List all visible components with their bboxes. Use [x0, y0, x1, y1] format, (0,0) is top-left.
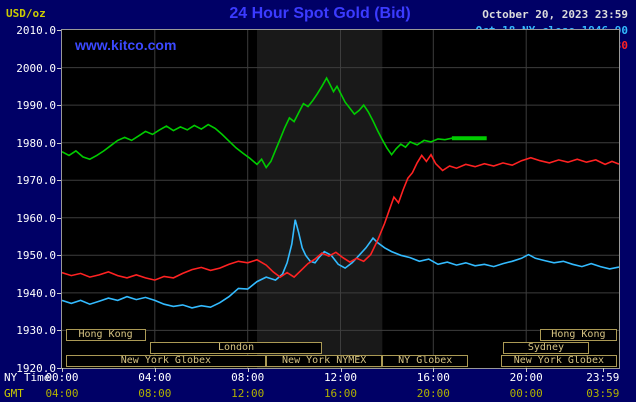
x-tick-mark	[62, 368, 63, 372]
y-tick-label: 1960.0	[16, 211, 56, 225]
series-oct18-line	[62, 219, 619, 309]
y-tick-label: 1930.0	[16, 324, 56, 338]
y-tick-mark	[57, 330, 61, 332]
session-box-hong-kong: Hong Kong	[65, 329, 146, 341]
price-plot	[62, 30, 619, 368]
x-tick-mark	[526, 368, 528, 372]
plot-area: www.kitco.com Hong Kong London New York Gl…	[61, 29, 620, 369]
ny-time-tick-label: 16:00	[416, 371, 450, 384]
y-tick-label: 1950.0	[16, 249, 56, 263]
ny-time-tick-label: 00:00	[45, 371, 79, 384]
x-tick-mark	[602, 368, 604, 372]
y-tick-label: 1980.0	[16, 136, 56, 150]
y-tick-mark	[57, 142, 61, 144]
y-tick-label: 2010.0	[16, 24, 56, 37]
gmt-time-tick-label: 08:00	[138, 387, 172, 400]
gmt-time-tick-label: 20:00	[416, 387, 450, 400]
session-box-ny-globex: NY Globex	[382, 355, 469, 367]
ny-time-tick-label: 23:59	[586, 371, 620, 384]
gmt-time-tick-label: 03:59	[586, 387, 620, 400]
gmt-time-tick-label: 00:00	[509, 387, 543, 400]
series-oct20-line	[62, 76, 471, 169]
y-tick-mark	[57, 105, 61, 107]
x-tick-mark	[433, 368, 435, 372]
ny-time-tick-label: 08:00	[231, 371, 265, 384]
session-box-hong-kong: Hong Kong	[540, 329, 617, 341]
chart-title: 24 Hour Spot Gold (Bid)	[229, 5, 411, 22]
x-tick-mark	[340, 368, 342, 372]
y-tick-mark	[57, 292, 61, 294]
ny-time-tick-label: 04:00	[138, 371, 172, 384]
nymex-session-band	[257, 30, 383, 368]
session-box-sydney: Sydney	[503, 342, 589, 354]
y-tick-mark	[57, 217, 61, 219]
kitco-watermark-link[interactable]: www.kitco.com	[75, 37, 177, 53]
session-box-london: London	[150, 342, 322, 354]
session-box-new-york-nymex: New York NYMEX	[266, 355, 383, 367]
y-tick-label: 1940.0	[16, 286, 56, 300]
y-tick-label: 2000.0	[16, 61, 56, 75]
gmt-time-tick-label: 16:00	[323, 387, 358, 400]
y-tick-mark	[57, 67, 61, 69]
gridlines	[62, 30, 619, 368]
y-tick-mark	[57, 180, 61, 182]
series-oct19-line	[62, 153, 619, 281]
y-tick-mark	[57, 30, 61, 31]
ny-time-tick-label: 12:00	[323, 371, 358, 384]
x-tick-mark	[154, 368, 156, 372]
y-tick-label: 1920.0	[16, 362, 56, 375]
gmt-axis-label: GMT	[4, 387, 24, 400]
y-tick-mark	[57, 255, 61, 257]
x-tick-mark	[247, 368, 249, 372]
ny-time-axis-label: NY Time	[4, 371, 51, 384]
gmt-time-tick-label: 04:00	[45, 387, 79, 400]
y-axis-unit-label: USD/oz	[6, 7, 46, 20]
session-box-new-york-globex: New York Globex	[65, 355, 267, 367]
chart-date: October 20, 2023 23:59	[482, 8, 628, 21]
y-tick-mark	[57, 368, 61, 369]
y-tick-label: 1970.0	[16, 174, 56, 188]
gmt-time-tick-label: 12:00	[231, 387, 265, 400]
session-box-new-york-globex: New York Globex	[500, 355, 618, 367]
ny-time-tick-label: 20:00	[509, 371, 543, 384]
y-tick-label: 1990.0	[16, 99, 56, 113]
